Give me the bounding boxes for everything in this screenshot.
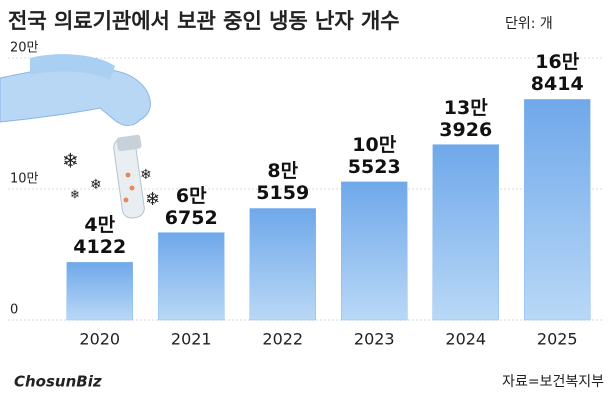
value-label: 8만 5159 bbox=[256, 160, 310, 205]
x-tick-label: 2021 bbox=[171, 330, 212, 349]
x-tick-label: 2020 bbox=[79, 330, 120, 349]
value-label: 4만 4122 bbox=[73, 214, 127, 259]
y-tick-label: 10만 bbox=[10, 172, 39, 187]
bar bbox=[524, 99, 591, 321]
bar bbox=[158, 232, 225, 321]
logo: ChosunBiz bbox=[14, 373, 102, 391]
unit-label: 단위: 개 bbox=[505, 16, 553, 32]
value-label: 10만 5523 bbox=[347, 133, 401, 178]
x-tick-label: 2024 bbox=[445, 330, 486, 349]
value-label: 6만 6752 bbox=[164, 184, 218, 229]
bar bbox=[66, 261, 133, 321]
bar bbox=[432, 144, 499, 321]
svg-text:❄: ❄ bbox=[70, 188, 80, 202]
svg-text:❄: ❄ bbox=[145, 189, 160, 210]
value-label: 16만 8414 bbox=[530, 51, 584, 96]
svg-text:❄: ❄ bbox=[90, 177, 102, 193]
bar bbox=[249, 208, 316, 321]
glove-illustration: ❄ ❄ ❄ ❄ ❄ bbox=[0, 54, 160, 219]
y-tick-label: 20만 bbox=[10, 41, 39, 56]
x-tick-label: 2023 bbox=[354, 330, 395, 349]
value-label: 13만 3926 bbox=[439, 96, 493, 141]
chart-title: 전국 의료기관에서 보관 중인 냉동 난자 개수 bbox=[8, 9, 400, 33]
svg-text:❄: ❄ bbox=[140, 167, 152, 183]
source: 자료=보건복지부 bbox=[502, 374, 604, 390]
x-tick-label: 2022 bbox=[262, 330, 303, 349]
x-tick-label: 2025 bbox=[537, 330, 578, 349]
bar bbox=[341, 181, 408, 321]
y-tick-label: 0 bbox=[10, 303, 18, 318]
svg-text:❄: ❄ bbox=[62, 149, 79, 173]
